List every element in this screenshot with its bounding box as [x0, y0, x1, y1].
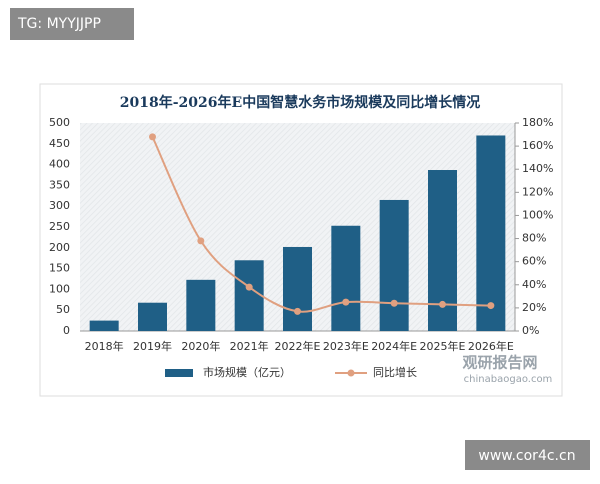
- x-tick-label: 2025年E: [420, 339, 466, 353]
- y2-tick-label: 20%: [522, 301, 546, 314]
- y-tick-label: 100: [49, 282, 70, 295]
- y-tick-label: 300: [49, 199, 70, 212]
- bar: [283, 246, 312, 331]
- y-tick-label: 200: [49, 241, 70, 254]
- bar: [138, 302, 167, 331]
- point: [439, 300, 446, 308]
- y2-tick-label: 0%: [522, 324, 539, 337]
- x-tick-label: 2022年E: [275, 339, 321, 353]
- y-tick-label: 500: [49, 116, 70, 129]
- legend-label: 市场规模（亿元）: [203, 365, 291, 379]
- bar: [186, 279, 216, 331]
- y2-tick-label: 160%: [522, 139, 553, 152]
- legend-swatch: [347, 369, 355, 377]
- x-tick-label: 2026年E: [468, 339, 514, 353]
- y2-tick-label: 80%: [522, 232, 546, 245]
- x-tick-label: 2021年: [230, 339, 269, 353]
- point: [342, 298, 350, 306]
- y2-tick-label: 60%: [522, 255, 546, 268]
- y-tick-label: 450: [49, 137, 70, 150]
- badge-text: www.cor4c.cn: [478, 448, 575, 464]
- x-tick-label: 2024年E: [371, 339, 417, 353]
- y2-tick-label: 120%: [522, 185, 553, 198]
- y-tick-label: 0: [63, 324, 70, 337]
- y-tick-label: 50: [56, 303, 70, 316]
- y2-tick-label: 100%: [522, 208, 553, 221]
- point: [294, 307, 301, 315]
- point: [390, 299, 398, 307]
- legend-swatch: [165, 369, 193, 377]
- badge: [465, 440, 590, 470]
- x-tick-label: 2020年: [181, 339, 220, 353]
- bar: [379, 199, 409, 331]
- point: [197, 237, 205, 245]
- point: [149, 133, 156, 141]
- bar: [89, 320, 119, 331]
- y-tick-label: 150: [49, 262, 70, 275]
- x-tick-label: 2023年E: [323, 339, 369, 353]
- chart-title: 2018年-2026年E中国智慧水务市场规模及同比增长情况: [120, 94, 480, 111]
- point: [487, 302, 495, 310]
- bar: [476, 135, 506, 331]
- x-tick-label: 2018年: [85, 339, 124, 353]
- x-tick-label: 2019年: [133, 339, 172, 353]
- bar: [331, 225, 361, 331]
- bar: [234, 260, 264, 331]
- y-tick-label: 250: [49, 220, 70, 233]
- badge: [10, 8, 134, 40]
- y2-tick-label: 140%: [522, 162, 553, 175]
- legend-label: 同比增长: [373, 365, 417, 379]
- y2-tick-label: 180%: [522, 116, 553, 129]
- y-tick-label: 400: [49, 158, 70, 171]
- y-tick-label: 350: [49, 178, 70, 191]
- point: [245, 283, 253, 291]
- y2-tick-label: 40%: [522, 278, 546, 291]
- brand-url: chinabaogao.com: [464, 374, 553, 385]
- badge-text: TG: MYYJJPP: [17, 16, 101, 32]
- brand: 观研报告网: [462, 354, 537, 372]
